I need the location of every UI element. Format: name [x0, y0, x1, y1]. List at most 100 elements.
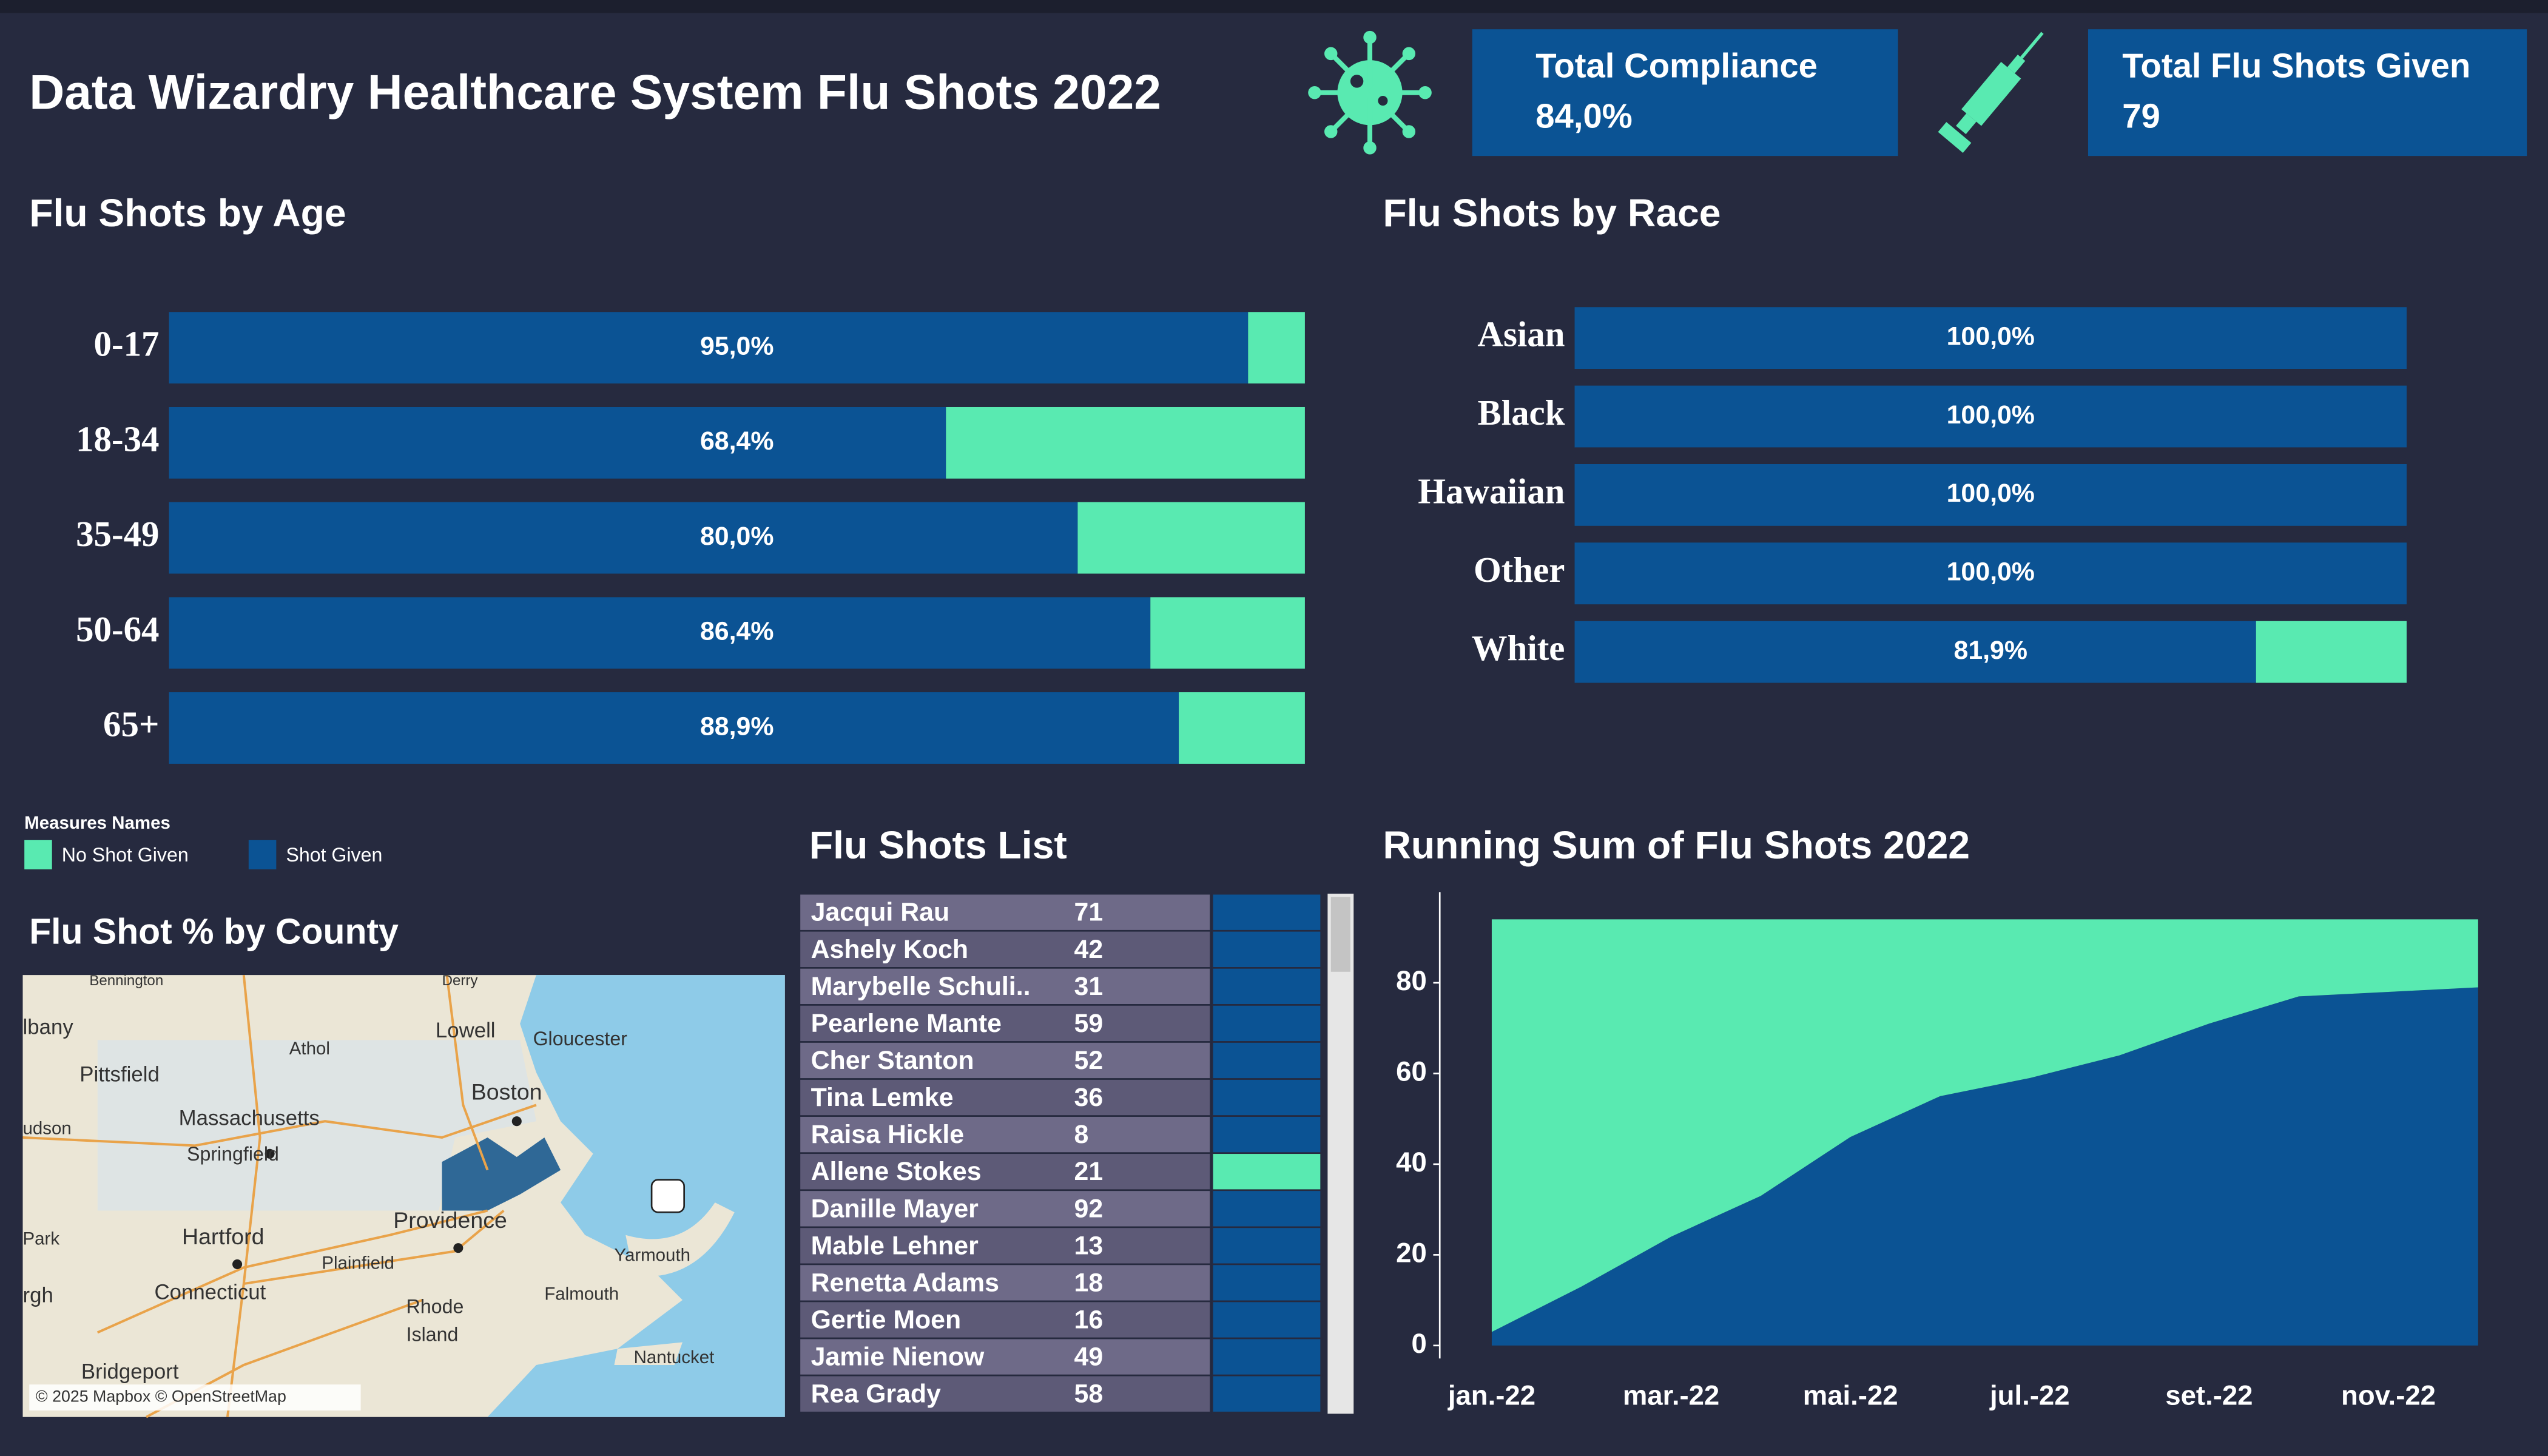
bar-segment: [169, 692, 1179, 764]
table-row[interactable]: [798, 1004, 1212, 1043]
kpi-value: 79: [2122, 96, 2160, 135]
data-label: 100,0%: [1947, 400, 2035, 430]
table-cell: 31: [1074, 972, 1104, 1001]
map-label: Park: [23, 1229, 60, 1249]
kpi-box: [2088, 29, 2527, 157]
data-label: 95,0%: [700, 332, 774, 361]
map-label: Connecticut: [154, 1280, 266, 1304]
table-cell: Rea Grady: [811, 1380, 941, 1409]
y-tick-label: 40: [1396, 1147, 1427, 1178]
map-label: Nantucket: [634, 1347, 715, 1367]
table-row[interactable]: [798, 1337, 1212, 1377]
status-cell: [1211, 1041, 1323, 1080]
x-tick-label: jan.-22: [1448, 1380, 1535, 1411]
table-cell: 92: [1074, 1194, 1104, 1223]
table-cell: 42: [1074, 935, 1104, 964]
y-tick-label: 0: [1411, 1328, 1426, 1359]
virus-icon: [1308, 30, 1432, 155]
bar-segment: [1179, 692, 1305, 764]
table-body: Jacqui Rau 71 Ashely Koch 42 Marybelle Schul…: [798, 892, 1323, 1414]
x-tick-label: set.-22: [2165, 1380, 2253, 1411]
bar-segment: [169, 406, 946, 479]
map-label: Pittsfield: [79, 1062, 160, 1086]
table-cell: Jamie Nienow: [811, 1343, 985, 1372]
status-cell: [1211, 892, 1323, 932]
table-row[interactable]: [798, 1115, 1212, 1154]
map-label: Boston: [471, 1079, 542, 1105]
table-cell: Jacqui Rau: [811, 898, 950, 927]
table-row[interactable]: [798, 1226, 1212, 1266]
table-cell: Allene Stokes: [811, 1157, 982, 1186]
area: [1491, 919, 2478, 1332]
table-row[interactable]: [798, 1374, 1212, 1414]
table-cell: 71: [1074, 898, 1104, 927]
map-label: Athol: [289, 1039, 330, 1059]
map-label: Lowell: [436, 1019, 496, 1042]
table-cell: 58: [1074, 1380, 1104, 1409]
syringe-icon: [1938, 32, 2044, 153]
data-label: 86,4%: [700, 617, 774, 646]
map-label: Bridgeport: [81, 1360, 179, 1384]
table-cell: 13: [1074, 1231, 1104, 1260]
top-edge: [0, 0, 2548, 13]
x-tick-label: nov.-22: [2341, 1380, 2436, 1411]
table-row[interactable]: [798, 1189, 1212, 1228]
table-row[interactable]: [798, 1152, 1212, 1191]
table-row[interactable]: [798, 967, 1212, 1006]
chart-title: Flu Shots by Race: [1383, 191, 1721, 235]
y-tick-label: Other: [1474, 550, 1565, 590]
kpi-label: Total Compliance: [1535, 46, 1818, 84]
table-cell: Cher Stanton: [811, 1046, 974, 1075]
status-cell: [1211, 929, 1323, 969]
bar-segment: [1248, 312, 1305, 384]
table-row[interactable]: [798, 1041, 1212, 1080]
legend-title: Measures Names: [24, 813, 170, 833]
bar-segment: [1574, 542, 2407, 605]
table-row[interactable]: [798, 892, 1212, 932]
dashboard-title: Data Wizardry Healthcare System Flu Shot…: [29, 65, 1161, 120]
status-cell: [1211, 1300, 1323, 1340]
map-label: Springfield: [187, 1143, 279, 1165]
chart-title: Flu Shots by Age: [29, 191, 346, 235]
x-tick-label: mai.-22: [1803, 1380, 1898, 1411]
table-row[interactable]: [798, 929, 1212, 969]
table-cell: Danille Mayer: [811, 1194, 979, 1223]
table-cell: 16: [1074, 1306, 1104, 1335]
area: [1491, 987, 2478, 1346]
y-tick-label: 60: [1396, 1056, 1427, 1087]
data-label: 68,4%: [700, 426, 774, 456]
bar-segment: [1574, 621, 2256, 683]
y-tick-label: 65+: [103, 704, 159, 744]
status-cell: [1211, 1152, 1323, 1191]
status-cell: [1211, 1078, 1323, 1117]
map-label: Bennington: [89, 972, 163, 989]
table-cell: 59: [1074, 1009, 1104, 1038]
table-cell: Mable Lehner: [811, 1231, 979, 1260]
map-label: Falmouth: [544, 1284, 619, 1304]
table-row[interactable]: [798, 1078, 1212, 1117]
x-tick-label: mar.-22: [1623, 1380, 1719, 1411]
map-title: Flu Shot % by County: [29, 912, 399, 952]
map-label: Yarmouth: [615, 1245, 691, 1265]
data-label: 81,9%: [1954, 636, 2027, 665]
scrollbar-thumb[interactable]: [1330, 897, 1350, 972]
data-label: 100,0%: [1947, 479, 2035, 508]
status-cell: [1211, 1189, 1323, 1228]
map-label: udson: [23, 1118, 72, 1138]
table-cell: Tina Lemke: [811, 1083, 954, 1112]
map-label: Hartford: [182, 1224, 264, 1249]
chart-title: Running Sum of Flu Shots 2022: [1383, 823, 1970, 867]
bar-segment: [169, 597, 1151, 669]
y-tick-label: Hawaiian: [1418, 471, 1565, 511]
y-tick-label: 35-49: [76, 514, 159, 554]
data-label: 100,0%: [1947, 558, 2035, 587]
y-tick-label: Asian: [1477, 314, 1565, 354]
legend-swatch: [24, 840, 52, 870]
table-cell: Renetta Adams: [811, 1268, 999, 1297]
bar-segment: [1574, 385, 2407, 448]
table-cell: Gertie Moen: [811, 1306, 962, 1335]
map: [22, 974, 785, 1418]
table-cell: Ashely Koch: [811, 935, 969, 964]
status-cell: [1211, 967, 1323, 1006]
